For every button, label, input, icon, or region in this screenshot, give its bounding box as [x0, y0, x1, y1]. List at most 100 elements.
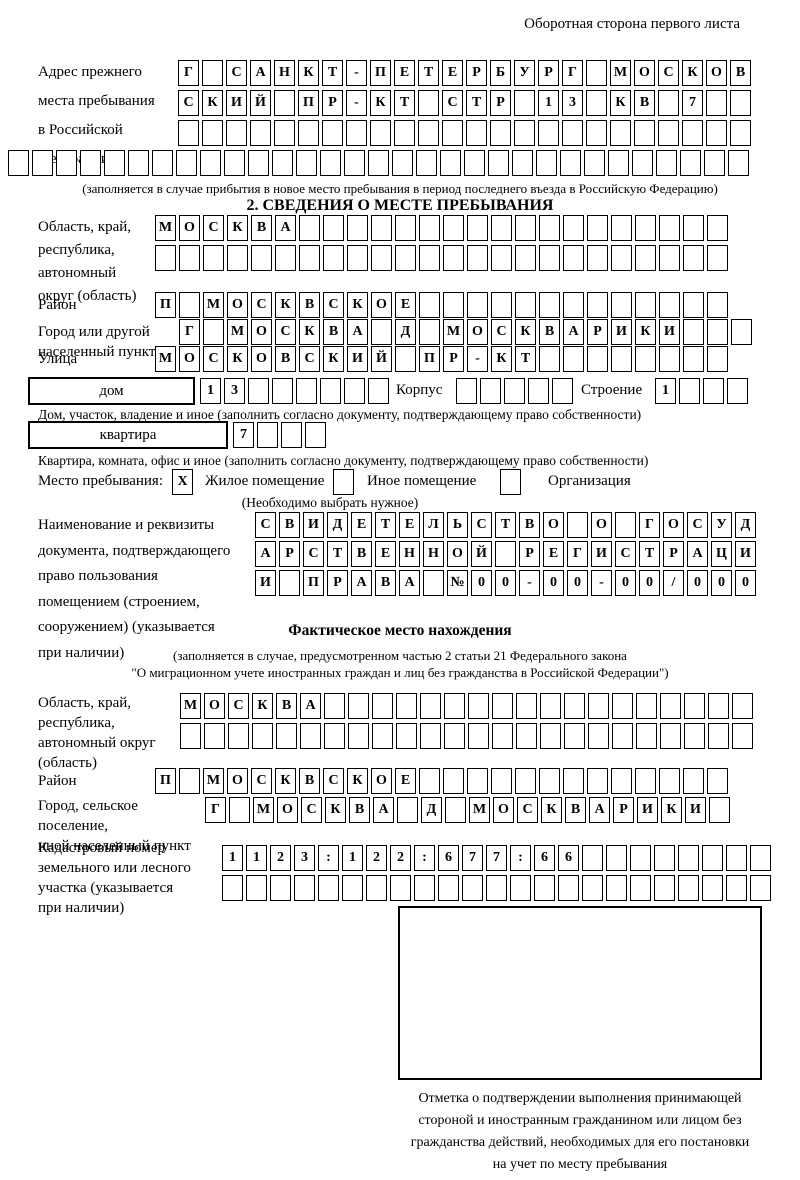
char-cell[interactable]: -	[519, 570, 540, 596]
char-cell[interactable]: А	[300, 693, 321, 719]
char-cell[interactable]	[274, 90, 295, 116]
char-cell[interactable]	[540, 723, 561, 749]
char-cell[interactable]	[730, 120, 751, 146]
char-cell[interactable]: С	[615, 541, 636, 567]
char-cell[interactable]: Р	[613, 797, 634, 823]
char-cell[interactable]: С	[303, 541, 324, 567]
char-cell[interactable]: -	[591, 570, 612, 596]
char-cell[interactable]	[567, 512, 588, 538]
char-cell[interactable]	[658, 90, 679, 116]
char-cell[interactable]	[491, 768, 512, 794]
char-cell[interactable]	[442, 120, 463, 146]
char-cell[interactable]	[464, 150, 485, 176]
char-cell[interactable]	[372, 723, 393, 749]
char-cell[interactable]	[707, 292, 728, 318]
char-cell[interactable]: 2	[366, 845, 387, 871]
char-cell[interactable]	[155, 245, 176, 271]
char-cell[interactable]: Р	[279, 541, 300, 567]
char-cell[interactable]	[702, 845, 723, 871]
char-cell[interactable]: О	[371, 292, 392, 318]
char-cell[interactable]: Р	[443, 346, 464, 372]
char-cell[interactable]	[344, 150, 365, 176]
char-cell[interactable]: В	[351, 541, 372, 567]
char-cell[interactable]	[246, 875, 267, 901]
char-cell[interactable]	[606, 875, 627, 901]
char-cell[interactable]: С	[301, 797, 322, 823]
char-cell[interactable]	[680, 150, 701, 176]
char-cell[interactable]	[706, 120, 727, 146]
char-cell[interactable]: У	[514, 60, 535, 86]
char-cell[interactable]: С	[299, 346, 320, 372]
char-cell[interactable]	[462, 875, 483, 901]
char-cell[interactable]	[128, 150, 149, 176]
char-cell[interactable]	[528, 378, 549, 404]
char-cell[interactable]: А	[255, 541, 276, 567]
char-cell[interactable]	[372, 693, 393, 719]
char-cell[interactable]: П	[303, 570, 324, 596]
char-cell[interactable]	[296, 378, 317, 404]
char-cell[interactable]: 1	[222, 845, 243, 871]
char-cell[interactable]	[371, 245, 392, 271]
char-cell[interactable]	[443, 768, 464, 794]
char-cell[interactable]	[203, 319, 224, 345]
char-cell[interactable]	[305, 422, 326, 448]
char-cell[interactable]	[630, 845, 651, 871]
char-cell[interactable]: Р	[587, 319, 608, 345]
char-cell[interactable]	[563, 768, 584, 794]
char-cell[interactable]: -	[467, 346, 488, 372]
char-cell[interactable]: А	[250, 60, 271, 86]
char-cell[interactable]: М	[443, 319, 464, 345]
char-cell[interactable]: И	[303, 512, 324, 538]
char-cell[interactable]: 3	[562, 90, 583, 116]
char-cell[interactable]: Й	[471, 541, 492, 567]
char-cell[interactable]	[587, 245, 608, 271]
char-cell[interactable]: К	[299, 319, 320, 345]
char-cell[interactable]: О	[227, 292, 248, 318]
char-cell[interactable]: Е	[394, 60, 415, 86]
char-cell[interactable]	[419, 245, 440, 271]
char-cell[interactable]: А	[351, 570, 372, 596]
char-cell[interactable]	[250, 120, 271, 146]
char-cell[interactable]	[588, 723, 609, 749]
char-cell[interactable]	[396, 693, 417, 719]
char-cell[interactable]	[586, 90, 607, 116]
char-cell[interactable]: К	[610, 90, 631, 116]
char-cell[interactable]: К	[515, 319, 536, 345]
char-cell[interactable]	[636, 723, 657, 749]
char-cell[interactable]: 0	[735, 570, 756, 596]
char-cell[interactable]	[178, 120, 199, 146]
char-cell[interactable]: О	[251, 319, 272, 345]
char-cell[interactable]: 1	[655, 378, 676, 404]
char-cell[interactable]	[423, 570, 444, 596]
char-cell[interactable]: 1	[342, 845, 363, 871]
char-cell[interactable]: К	[227, 215, 248, 241]
char-cell[interactable]	[659, 245, 680, 271]
char-cell[interactable]	[392, 150, 413, 176]
char-cell[interactable]: В	[634, 90, 655, 116]
char-cell[interactable]	[708, 723, 729, 749]
char-cell[interactable]: 0	[711, 570, 732, 596]
char-cell[interactable]	[588, 693, 609, 719]
char-cell[interactable]: Т	[639, 541, 660, 567]
char-cell[interactable]: Д	[395, 319, 416, 345]
char-cell[interactable]: 2	[270, 845, 291, 871]
char-cell[interactable]: 6	[534, 845, 555, 871]
char-cell[interactable]	[370, 120, 391, 146]
char-cell[interactable]: 7	[233, 422, 254, 448]
char-cell[interactable]: 0	[687, 570, 708, 596]
char-cell[interactable]: 0	[567, 570, 588, 596]
char-cell[interactable]	[708, 693, 729, 719]
char-cell[interactable]	[707, 319, 728, 345]
char-cell[interactable]	[300, 723, 321, 749]
char-cell[interactable]: Е	[395, 292, 416, 318]
char-cell[interactable]	[294, 875, 315, 901]
char-cell[interactable]: С	[226, 60, 247, 86]
char-cell[interactable]	[538, 120, 559, 146]
char-cell[interactable]	[562, 120, 583, 146]
char-cell[interactable]: Г	[178, 60, 199, 86]
char-cell[interactable]	[298, 120, 319, 146]
dom-box[interactable]: дом	[28, 377, 195, 405]
char-cell[interactable]	[419, 768, 440, 794]
checkbox-inoe[interactable]	[333, 469, 354, 495]
char-cell[interactable]	[659, 292, 680, 318]
